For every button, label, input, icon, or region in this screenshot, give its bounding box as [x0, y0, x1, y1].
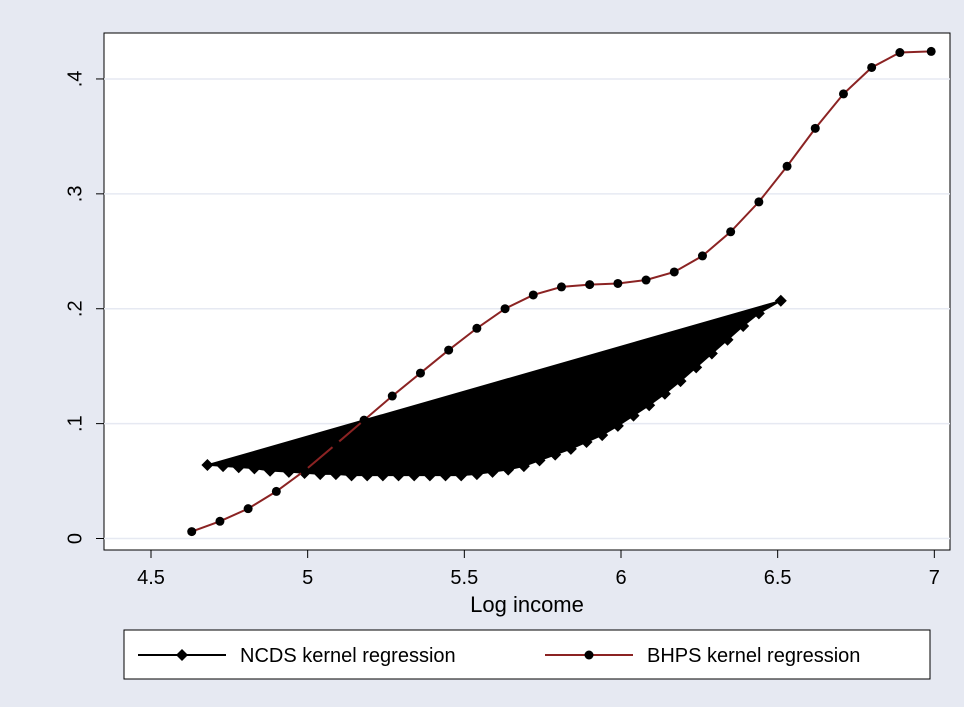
ncds-point	[611, 419, 624, 432]
ncds-point	[329, 468, 342, 481]
x-tick-label: 6.5	[764, 567, 792, 589]
ncds-point	[580, 436, 593, 449]
ncds-point	[264, 464, 277, 477]
legend-box	[123, 629, 931, 680]
bhps-point	[528, 290, 538, 300]
bhps-point	[754, 197, 764, 207]
ncds-point	[627, 409, 640, 422]
bhps-point	[782, 161, 792, 171]
x-tick-label: 4.5	[137, 567, 165, 589]
legend-marker-diamond	[176, 649, 188, 661]
legend: NCDS kernel regression BHPS kernel regres…	[123, 629, 931, 680]
ncds-point	[502, 463, 515, 476]
ncds-point	[533, 454, 546, 467]
ncds-point	[376, 469, 389, 482]
ncds-point	[564, 442, 577, 455]
bhps-point	[359, 415, 369, 425]
x-tick-label: 6	[615, 567, 626, 589]
ncds-point	[596, 429, 609, 442]
bhps-point	[556, 282, 566, 292]
ncds-point	[282, 465, 295, 478]
ncds-point	[232, 461, 245, 474]
ncds-point	[455, 469, 468, 482]
ncds-point	[517, 460, 530, 473]
series-layer	[187, 46, 936, 537]
ncds-point	[737, 319, 750, 332]
ncds-point	[674, 375, 687, 388]
legend-label: NCDS kernel regression	[240, 645, 456, 667]
y-tick-label: .2	[64, 300, 86, 317]
bhps-point	[613, 278, 623, 288]
bhps-point	[300, 466, 310, 476]
axes: 0 .1 .2 .3 .4 4.5 5 5.5 6 6.5 7	[64, 71, 940, 589]
bhps-point	[810, 123, 820, 133]
bhps-point	[726, 227, 736, 237]
ncds-point	[314, 468, 327, 481]
x-axis-label: Log income	[470, 592, 584, 617]
ncds-point	[408, 469, 421, 482]
bhps-point	[697, 251, 707, 261]
ncds-point	[643, 399, 656, 412]
ncds-point	[658, 387, 671, 400]
x-tick-label: 5.5	[450, 567, 478, 589]
legend-marker-circle	[584, 650, 594, 660]
y-tick-label: .4	[64, 71, 86, 88]
ncds-point	[217, 460, 230, 473]
bhps-point	[444, 345, 454, 355]
y-tick-label: 0	[64, 533, 86, 544]
bhps-point	[331, 439, 341, 449]
ncds-point	[439, 469, 452, 482]
y-tick-label: .1	[64, 415, 86, 432]
y-tick-label: .3	[64, 186, 86, 203]
ncds-point	[361, 469, 374, 482]
x-tick-label: 7	[929, 567, 940, 589]
bhps-point	[895, 48, 905, 58]
bhps-point	[500, 304, 510, 314]
bhps-point	[669, 267, 679, 277]
x-tick-label: 5	[302, 567, 313, 589]
bhps-point	[243, 504, 253, 514]
bhps-point	[187, 527, 197, 537]
ncds-point	[470, 468, 483, 481]
ncds-point	[752, 307, 765, 320]
bhps-point	[387, 391, 397, 401]
ncds-point	[248, 462, 261, 475]
bhps-point	[415, 368, 425, 378]
bhps-point	[585, 280, 595, 290]
bhps-point	[271, 486, 281, 496]
ncds-point	[549, 448, 562, 461]
ncds-point	[345, 469, 358, 482]
plot-area	[103, 32, 951, 551]
ncds-point	[392, 469, 405, 482]
ncds-point	[486, 465, 499, 478]
bhps-point	[472, 323, 482, 333]
bhps-point	[215, 516, 225, 526]
bhps-point	[641, 275, 651, 285]
bhps-point	[926, 46, 936, 56]
ncds-point	[690, 361, 703, 374]
ncds-point	[201, 458, 214, 471]
ncds-point	[774, 294, 787, 307]
legend-label: BHPS kernel regression	[647, 645, 860, 667]
ncds-point	[705, 347, 718, 360]
bhps-point	[838, 89, 848, 99]
ncds-point	[423, 469, 436, 482]
bhps-point	[867, 62, 877, 72]
ncds-point	[721, 333, 734, 346]
